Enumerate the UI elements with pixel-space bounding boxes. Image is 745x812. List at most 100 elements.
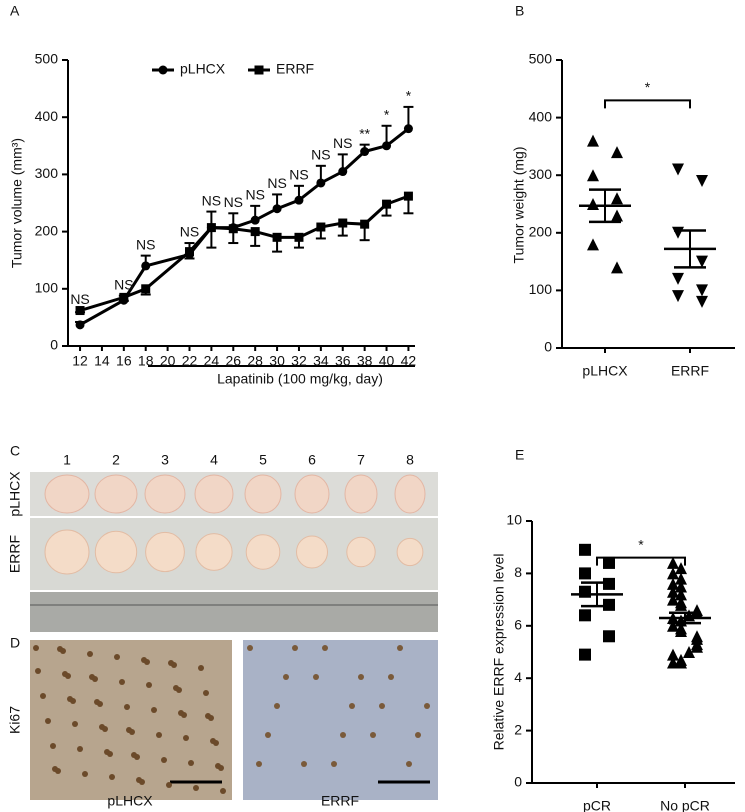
- y-tick-label: 300: [35, 165, 59, 181]
- marker: [316, 222, 326, 232]
- tumor: [294, 474, 330, 514]
- significance: NS: [267, 175, 286, 191]
- row-label: pLHCX: [7, 471, 23, 517]
- sample-number: 2: [112, 452, 120, 468]
- nucleus: [156, 732, 162, 738]
- significance-bracket: [596, 556, 686, 566]
- x-tick-label: 30: [269, 353, 285, 369]
- marker: [603, 577, 615, 590]
- significance: NS: [180, 224, 199, 240]
- tumor: [144, 474, 186, 514]
- marker: [675, 656, 687, 669]
- nucleus: [406, 761, 412, 767]
- significance: NS: [114, 276, 133, 292]
- y-tick-label: 500: [529, 51, 553, 67]
- marker: [587, 198, 599, 210]
- y-tick-label: 10: [506, 512, 522, 528]
- marker: [316, 178, 326, 188]
- nucleus: [35, 668, 41, 674]
- marker: [75, 320, 85, 330]
- y-tick-label: 300: [529, 166, 553, 182]
- nucleus: [62, 671, 68, 677]
- significance: NS: [70, 291, 89, 307]
- nucleus: [146, 682, 152, 688]
- nucleus: [415, 732, 421, 738]
- marker: [587, 169, 599, 182]
- nucleus: [193, 785, 199, 791]
- caption: ERRF: [321, 793, 359, 809]
- marker: [294, 195, 304, 205]
- marker: [603, 556, 615, 569]
- nucleus: [370, 732, 376, 738]
- nucleus: [114, 654, 120, 660]
- x-tick-label: No pCR: [660, 798, 710, 812]
- x-tick-label: 12: [72, 353, 88, 369]
- marker: [667, 619, 679, 632]
- significance: NS: [333, 135, 352, 151]
- tumor: [346, 536, 376, 568]
- sample-number: 6: [308, 452, 316, 468]
- y-tick-label: 8: [514, 564, 522, 580]
- marker: [579, 648, 591, 661]
- y-tick-label: 500: [35, 51, 59, 67]
- y-axis-label: Tumor volume (mm³): [9, 138, 25, 268]
- marker: [672, 226, 684, 239]
- y-tick-label: 400: [529, 108, 553, 124]
- nucleus: [45, 718, 51, 724]
- sample-number: 7: [357, 452, 365, 468]
- x-tick-label: 32: [291, 353, 307, 369]
- marker: [272, 232, 282, 242]
- tumor: [344, 474, 378, 514]
- marker: [603, 598, 615, 611]
- row-label: ERRF: [7, 535, 23, 573]
- nucleus: [124, 704, 130, 710]
- nucleus: [313, 674, 319, 680]
- nucleus: [210, 738, 216, 744]
- nucleus: [94, 699, 100, 705]
- nucleus: [141, 657, 147, 663]
- marker: [579, 543, 591, 556]
- x-tick-label: pCR: [583, 798, 611, 812]
- nucleus: [424, 703, 430, 709]
- x-tick-label: 26: [226, 353, 242, 369]
- ihc-image: [243, 640, 438, 800]
- panel-label: B: [515, 3, 524, 19]
- nucleus: [168, 660, 174, 666]
- nucleus: [358, 674, 364, 680]
- marker: [675, 572, 687, 585]
- significance: *: [638, 536, 644, 552]
- nucleus: [247, 645, 253, 651]
- significance: *: [384, 106, 390, 122]
- legend-label: pLHCX: [180, 61, 226, 77]
- nucleus: [136, 777, 142, 783]
- x-tick-label: 38: [357, 353, 373, 369]
- marker: [587, 134, 599, 147]
- marker: [254, 65, 264, 75]
- marker: [579, 585, 591, 598]
- y-tick-label: 0: [514, 774, 522, 790]
- tumor: [195, 533, 233, 571]
- nucleus: [301, 761, 307, 767]
- photo-row: [30, 518, 438, 590]
- sample-number: 4: [210, 452, 218, 468]
- marker: [579, 567, 591, 580]
- marker: [667, 648, 679, 661]
- marker: [250, 227, 260, 237]
- marker: [119, 292, 129, 302]
- x-tick-label: 14: [94, 353, 110, 369]
- marker: [294, 232, 304, 242]
- x-tick-label: 42: [401, 353, 417, 369]
- marker: [206, 223, 216, 233]
- y-tick-label: 200: [35, 222, 59, 238]
- y-tick-label: 0: [50, 337, 58, 353]
- nucleus: [104, 749, 110, 755]
- nucleus: [119, 679, 125, 685]
- tumor: [396, 537, 424, 567]
- marker: [667, 656, 679, 669]
- ruler: [30, 592, 438, 632]
- significance: NS: [202, 192, 221, 208]
- marker: [611, 261, 623, 274]
- nucleus: [52, 766, 58, 772]
